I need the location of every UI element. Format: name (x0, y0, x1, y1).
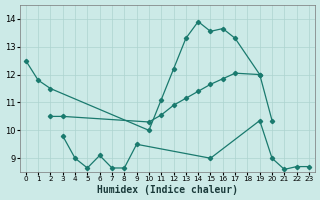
X-axis label: Humidex (Indice chaleur): Humidex (Indice chaleur) (97, 185, 238, 195)
